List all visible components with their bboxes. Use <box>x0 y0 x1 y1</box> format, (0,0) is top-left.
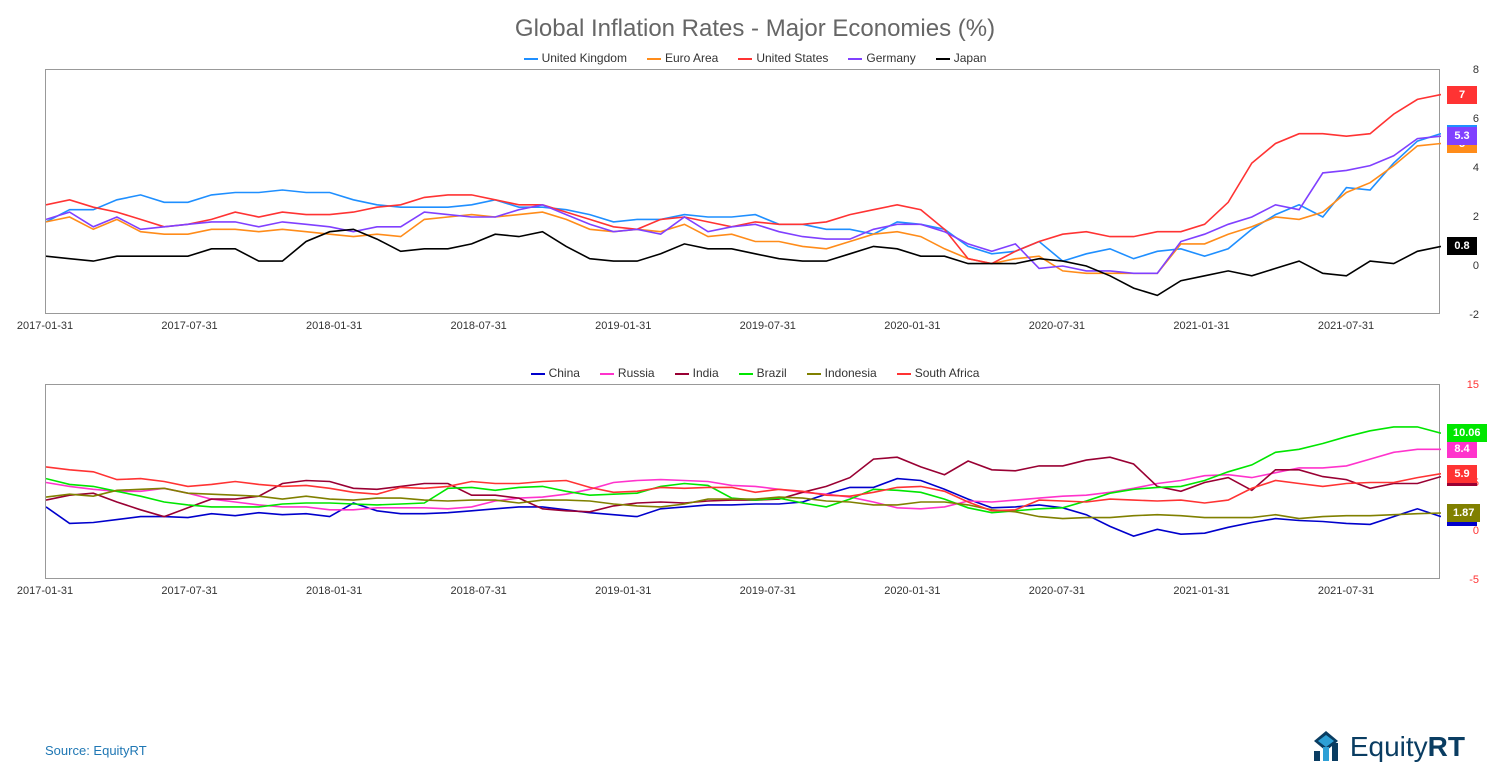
series-line <box>46 229 1441 295</box>
legend-item: Indonesia <box>807 366 877 380</box>
source-label: Source: EquityRT <box>45 743 147 758</box>
series-line <box>46 488 1441 518</box>
legend-item: Japan <box>936 51 987 65</box>
legend-item: Euro Area <box>647 51 718 65</box>
x-tick: 2018-01-31 <box>306 320 362 332</box>
x-tick: 2017-07-31 <box>161 320 217 332</box>
logo-icon <box>1308 729 1344 765</box>
x-tick: 2017-01-31 <box>17 585 73 597</box>
x-tick: 2020-01-31 <box>884 585 940 597</box>
x-tick: 2021-01-31 <box>1173 320 1229 332</box>
x-tick: 2021-07-31 <box>1318 585 1374 597</box>
x-tick: 2019-07-31 <box>740 585 796 597</box>
chart-bottom: -5051015 1.58.45.610.061.875.9 <box>45 384 1440 579</box>
logo-text: EquityRT <box>1350 731 1465 763</box>
end-badges-top: 5.4575.30.8 <box>1447 70 1507 313</box>
series-line <box>46 136 1441 273</box>
x-tick: 2017-07-31 <box>161 585 217 597</box>
x-tick: 2020-07-31 <box>1029 320 1085 332</box>
legend-item: Russia <box>600 366 655 380</box>
end-value-badge: 5.9 <box>1447 465 1477 483</box>
x-tick: 2018-07-31 <box>451 585 507 597</box>
end-value-badge: 1.87 <box>1447 504 1480 522</box>
end-badges-bottom: 1.58.45.610.061.875.9 <box>1447 385 1507 578</box>
xaxis-bottom: 2017-01-312017-07-312018-01-312018-07-31… <box>45 583 1440 613</box>
x-tick: 2020-01-31 <box>884 320 940 332</box>
legend-item: China <box>531 366 580 380</box>
x-tick: 2019-07-31 <box>740 320 796 332</box>
end-value-badge: 0.8 <box>1447 237 1477 255</box>
x-tick: 2018-01-31 <box>306 585 362 597</box>
legend-item: Germany <box>848 51 915 65</box>
legend-item: Brazil <box>739 366 787 380</box>
x-tick: 2019-01-31 <box>595 320 651 332</box>
chart-top: -202468 5.4575.30.8 <box>45 69 1440 314</box>
end-value-badge: 7 <box>1447 86 1477 104</box>
end-value-badge: 10.06 <box>1447 424 1487 442</box>
legend-top: United Kingdom Euro Area United States Germ… <box>0 51 1510 65</box>
x-tick: 2021-01-31 <box>1173 585 1229 597</box>
legend-bottom: China Russia India Brazil Indonesia South Afr… <box>0 366 1510 380</box>
legend-item: United Kingdom <box>524 51 627 65</box>
legend-item: United States <box>738 51 828 65</box>
x-tick: 2018-07-31 <box>451 320 507 332</box>
legend-item: South Africa <box>897 366 980 380</box>
series-line <box>46 144 1441 274</box>
xaxis-top: 2017-01-312017-07-312018-01-312018-07-31… <box>45 318 1440 348</box>
chart-title: Global Inflation Rates - Major Economies… <box>0 0 1510 43</box>
x-tick: 2017-01-31 <box>17 320 73 332</box>
legend-item: India <box>675 366 719 380</box>
x-tick: 2021-07-31 <box>1318 320 1374 332</box>
end-value-badge: 8.4 <box>1447 440 1477 458</box>
end-value-badge: 5.3 <box>1447 127 1477 145</box>
x-tick: 2019-01-31 <box>595 585 651 597</box>
brand-logo: EquityRT <box>1308 729 1465 765</box>
x-tick: 2020-07-31 <box>1029 585 1085 597</box>
